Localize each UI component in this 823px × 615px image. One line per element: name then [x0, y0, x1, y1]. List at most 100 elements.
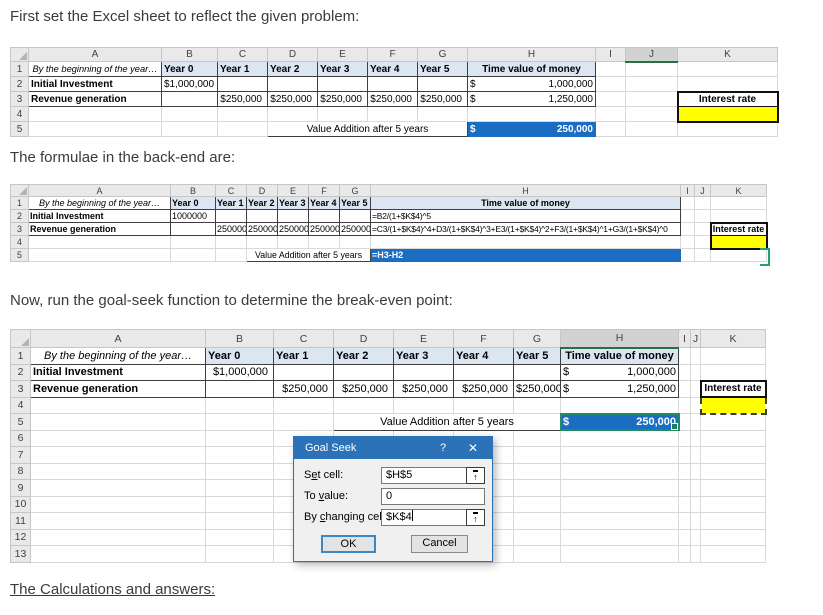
cell: [28, 106, 162, 122]
cell-h3: $1,250,000: [560, 380, 679, 398]
cell: [205, 545, 274, 563]
cell-year2: Year 2: [333, 347, 394, 365]
row-header: 5: [10, 413, 31, 431]
col-header-c: C: [215, 184, 247, 197]
cell: [215, 209, 247, 223]
cell: [277, 235, 309, 249]
cell-year0: Year 0: [170, 196, 216, 210]
fill-handle[interactable]: [671, 422, 678, 430]
cell: [694, 209, 711, 223]
currency-symbol: $: [563, 366, 570, 379]
by-changing-cell-row: By changing cell: $K$4 ↑: [304, 509, 486, 526]
cell: [205, 413, 274, 431]
col-header-i: I: [680, 184, 695, 197]
cell: [370, 235, 681, 249]
cell: [161, 106, 218, 122]
cancel-button[interactable]: Cancel: [411, 535, 468, 553]
text-caret: [411, 510, 413, 521]
col-header-b: B: [205, 329, 274, 348]
row-header: 6: [10, 429, 31, 447]
cell: [30, 495, 206, 513]
cell-year5: Year 5: [513, 347, 561, 365]
col-header-k: K: [700, 329, 766, 348]
by-changing-cell-value: $K$4: [386, 511, 412, 523]
goal-seek-dialog: Goal Seek ? ✕ Set cell: $H$5 ↑ To value: …: [293, 436, 493, 562]
row-header: 2: [10, 363, 31, 381]
selection-edge-mark: [760, 248, 770, 266]
cell: [595, 91, 626, 107]
cell-h2: $1,000,000: [467, 76, 596, 92]
cell: [560, 462, 679, 480]
cell-interest-rate-label: Interest rate: [676, 90, 779, 107]
cell-f3: 250000: [308, 222, 340, 236]
col-header-j: J: [690, 329, 701, 348]
cell: [273, 363, 334, 381]
row-header: 5: [10, 121, 29, 137]
cell: [678, 545, 691, 563]
cell: [30, 396, 206, 414]
cell: [710, 209, 767, 223]
row-header: 9: [10, 479, 31, 497]
cell: [513, 446, 561, 464]
cell: [560, 512, 679, 530]
cell: [678, 495, 691, 513]
cell: [678, 528, 691, 546]
col-header-a: A: [28, 184, 171, 197]
col-header-g: G: [417, 47, 468, 62]
cell: [205, 396, 274, 414]
currency-symbol: $: [563, 415, 570, 428]
by-changing-cell-input[interactable]: $K$4 ↑: [381, 509, 485, 526]
close-icon[interactable]: ✕: [467, 441, 479, 455]
cell-year3: Year 3: [317, 61, 368, 77]
cell-b2: $1,000,000: [161, 76, 218, 92]
col-header-h-selected: H: [560, 329, 679, 349]
cell: [595, 76, 626, 92]
collapse-arrow-icon: ↑: [473, 512, 478, 524]
currency-symbol: $: [470, 78, 476, 90]
cell: [690, 545, 701, 563]
ok-button[interactable]: OK: [321, 535, 376, 553]
set-cell-input[interactable]: $H$5 ↑: [381, 467, 485, 484]
row-header: 4: [10, 396, 31, 414]
currency-symbol: $: [470, 123, 476, 135]
cell-e3: 250000: [277, 222, 309, 236]
cell-value-addition-label: Value Addition after 5 years: [333, 413, 561, 431]
heading-setup-sheet: First set the Excel sheet to reflect the…: [10, 8, 360, 25]
col-header-b: B: [170, 184, 216, 197]
cell: [700, 413, 766, 431]
excel-sheet-values: A B C D E F G H I J K 1 By the beginning…: [10, 47, 779, 137]
cell-interest-rate-input: [709, 235, 768, 250]
cell-year5: Year 5: [339, 196, 371, 210]
cell: [700, 363, 766, 381]
cell: [277, 209, 309, 223]
to-value-value: 0: [386, 490, 393, 502]
cell: [30, 429, 206, 447]
row-header: 1: [10, 196, 29, 210]
cell: [217, 121, 268, 137]
cell-h2-formula: =B2/(1+$K$4)^5: [370, 209, 681, 223]
cell: [30, 413, 206, 431]
cell: [513, 545, 561, 563]
col-header-a: A: [30, 329, 206, 348]
collapse-dialog-button[interactable]: ↑: [466, 509, 485, 526]
col-header-h: H: [467, 47, 596, 62]
cell-interest-rate-label: Interest rate: [699, 379, 767, 398]
help-icon[interactable]: ?: [439, 442, 447, 454]
cell-year0: Year 0: [161, 61, 218, 77]
cell: [367, 106, 418, 122]
cell: [215, 235, 247, 249]
cell: [513, 429, 561, 447]
cell: [30, 462, 206, 480]
cell: [308, 235, 340, 249]
cell: [267, 76, 318, 92]
dialog-title-bar[interactable]: Goal Seek ? ✕: [294, 437, 492, 459]
to-value-input[interactable]: 0: [381, 488, 485, 505]
collapse-dialog-button[interactable]: ↑: [466, 467, 485, 484]
cell: [513, 462, 561, 480]
cell-h1: Time value of money: [370, 196, 681, 210]
col-header-b: B: [161, 47, 218, 62]
cell: [560, 528, 679, 546]
cell: [690, 363, 701, 381]
cell-g3: $250,000: [417, 91, 468, 107]
cell: [700, 479, 766, 497]
